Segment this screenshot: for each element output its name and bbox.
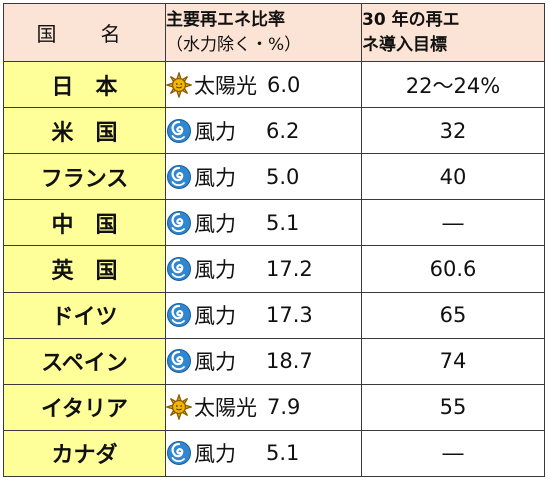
source-name: 風力: [194, 257, 236, 282]
header-share-line1: 主要再エネ比率: [166, 9, 285, 30]
source-name: 風力: [194, 211, 236, 236]
header-row: 国 名 主要再エネ比率 （水力除く・%） 30 年の再エ ネ導入目標: [3, 3, 545, 62]
wind-icon: [166, 302, 192, 328]
table-row: スペイン 風力 18.7 74: [3, 337, 545, 385]
source-value: 17.3: [266, 303, 313, 328]
source-name: 風力: [194, 350, 236, 375]
source-value: 6.2: [266, 118, 300, 143]
table-row: 日 本 太陽光 6.0 22～24%: [3, 60, 545, 109]
target-cell: ―: [361, 199, 545, 247]
header-share-line2: （水力除く・%）: [166, 34, 302, 55]
renewable-share-cell: 風力 18.7: [165, 337, 362, 385]
source-name: 風力: [194, 119, 236, 144]
renewable-share-cell: 風力 17.3: [165, 291, 362, 339]
country-cell: 日 本: [3, 60, 166, 109]
wind-icon: [166, 348, 192, 374]
renewable-share-cell: 風力 6.2: [165, 107, 362, 155]
source-value: 17.2: [266, 256, 313, 281]
renewable-share-cell: 風力 5.1: [165, 199, 362, 247]
renewable-share-cell: 風力 5.1: [165, 429, 362, 478]
source-name: 風力: [194, 442, 236, 467]
country-cell: フランス: [3, 153, 166, 201]
country-cell: イタリア: [3, 383, 166, 431]
table-row: イタリア 太陽光 7.9 55: [3, 383, 545, 431]
source-value: 5.0: [266, 164, 300, 189]
country-cell: スペイン: [3, 337, 166, 385]
table-row: 米 国 風力 6.2 32: [3, 107, 545, 155]
wind-icon: [166, 164, 192, 190]
renewable-share-cell: 太陽光 7.9: [164, 383, 362, 431]
target-cell: 65: [361, 291, 545, 339]
target-cell: 22～24%: [361, 60, 545, 109]
table-row: 中 国 風力 5.1 ―: [3, 199, 545, 247]
source-name: 太陽光: [194, 396, 257, 421]
wind-icon: [166, 440, 192, 466]
source-name: 風力: [194, 304, 236, 329]
target-cell: 40: [361, 153, 545, 201]
renewable-share-cell: 風力 17.2: [165, 245, 362, 293]
source-value: 18.7: [266, 349, 313, 374]
country-cell: 米 国: [3, 107, 166, 155]
source-value: 7.9: [267, 395, 301, 420]
table-row: カナダ 風力 5.1 ―: [3, 429, 545, 478]
source-value: 6.0: [267, 72, 301, 97]
wind-icon: [166, 256, 192, 282]
table-row: 英 国 風力 17.2 60.6: [3, 245, 545, 293]
wind-icon: [166, 118, 192, 144]
renewable-share-cell: 太陽光 6.0: [164, 60, 362, 109]
header-2030-target: 30 年の再エ ネ導入目標: [361, 3, 545, 62]
country-cell: 英 国: [3, 245, 166, 293]
header-renewable-share: 主要再エネ比率 （水力除く・%）: [165, 3, 362, 62]
country-cell: 中 国: [3, 199, 166, 247]
sun-icon: [164, 70, 194, 99]
wind-icon: [166, 210, 192, 236]
header-country: 国 名: [3, 3, 166, 62]
header-target-line1: 30 年の再エ: [362, 9, 460, 30]
renewable-energy-table: 国 名 主要再エネ比率 （水力除く・%） 30 年の再エ ネ導入目標 日 本太陽…: [3, 3, 545, 478]
country-cell: ドイツ: [3, 291, 166, 339]
source-name: 風力: [194, 165, 236, 190]
header-target-line2: ネ導入目標: [362, 34, 447, 55]
target-cell: ―: [361, 429, 545, 478]
target-cell: 60.6: [361, 245, 545, 293]
table-row: ドイツ 風力 17.3 65: [3, 291, 545, 339]
sun-icon: [164, 393, 194, 422]
target-cell: 32: [361, 107, 545, 155]
source-value: 5.1: [266, 441, 300, 466]
source-name: 太陽光: [194, 73, 257, 98]
source-value: 5.1: [266, 210, 300, 235]
renewable-share-cell: 風力 5.0: [165, 153, 362, 201]
target-cell: 74: [361, 337, 545, 385]
country-cell: カナダ: [3, 429, 166, 478]
target-cell: 55: [361, 383, 545, 431]
table-row: フランス 風力 5.0 40: [3, 153, 545, 201]
